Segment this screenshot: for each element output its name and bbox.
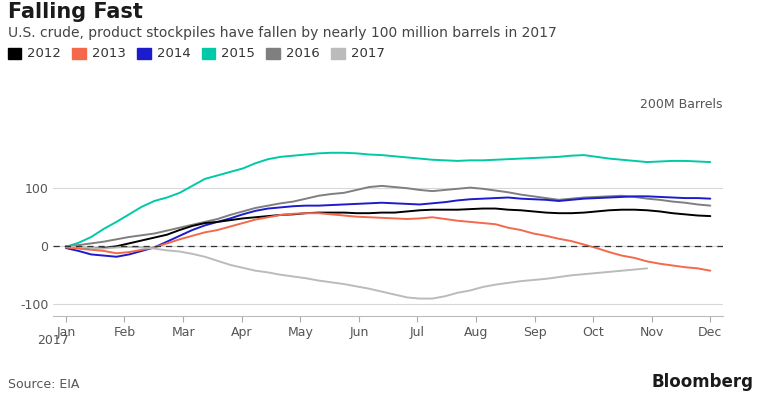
Text: Bloomberg: Bloomberg [651,373,753,391]
Text: 2013: 2013 [92,47,126,60]
Text: 2017: 2017 [351,47,385,60]
Text: Falling Fast: Falling Fast [8,2,142,22]
Text: 2015: 2015 [221,47,256,60]
Text: 2012: 2012 [27,47,62,60]
Text: 2016: 2016 [286,47,320,60]
Text: 2017: 2017 [37,334,69,347]
Text: 200M Barrels: 200M Barrels [641,98,723,111]
Text: Source: EIA: Source: EIA [8,378,79,391]
Text: U.S. crude, product stockpiles have fallen by nearly 100 million barrels in 2017: U.S. crude, product stockpiles have fall… [8,26,556,40]
Text: 2014: 2014 [157,47,190,60]
